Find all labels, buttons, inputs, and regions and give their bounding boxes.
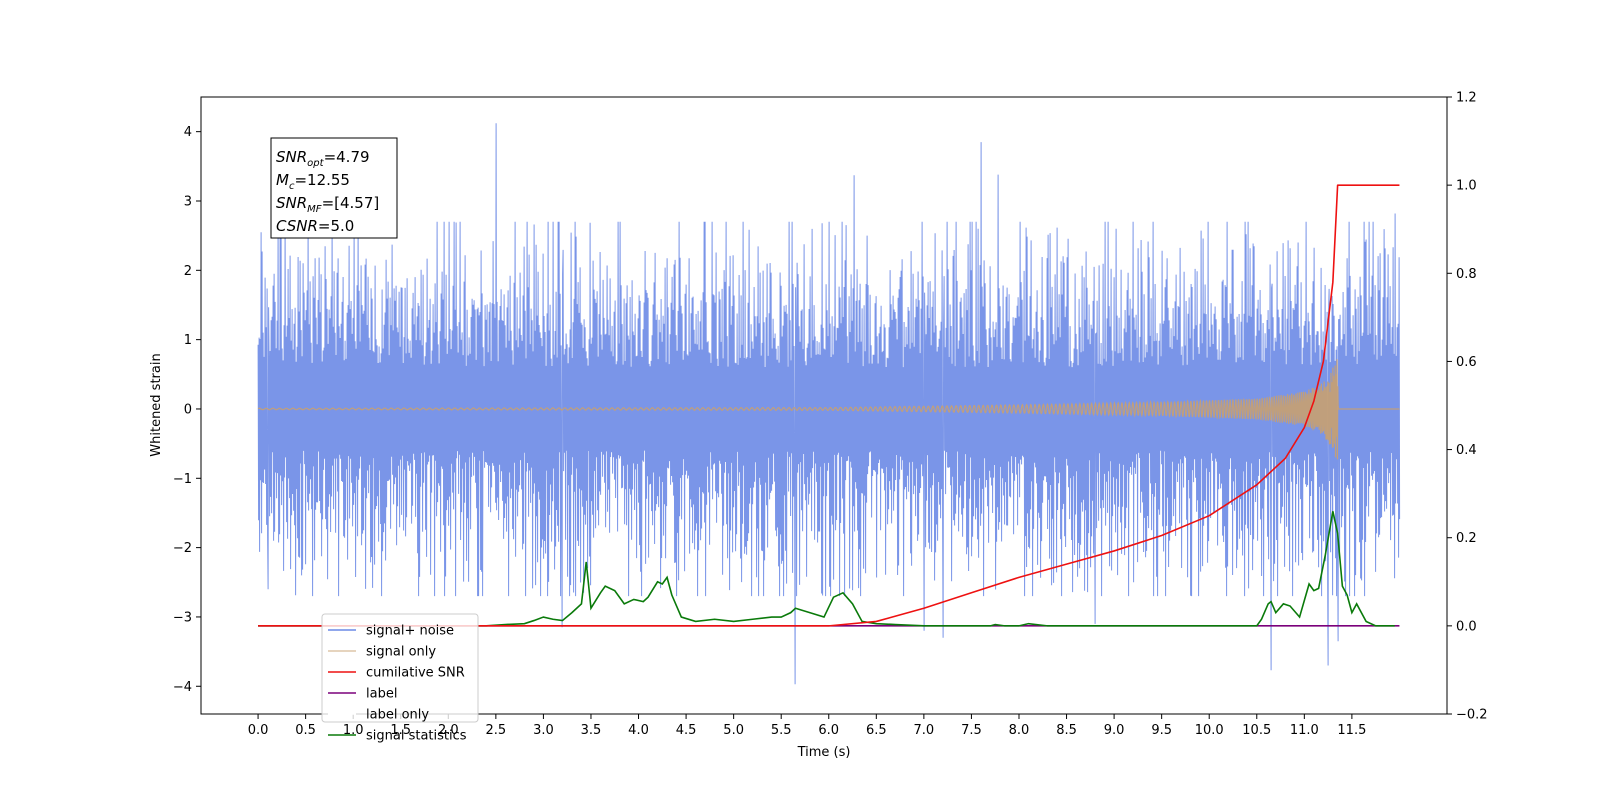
y2-tick-label: 0.0 xyxy=(1456,619,1477,634)
y2-tick-label: −0.2 xyxy=(1456,708,1488,723)
annotation-symbol: M xyxy=(276,171,289,189)
annotation-value: =5.0 xyxy=(318,217,354,235)
x-tick-label: 8.5 xyxy=(1056,723,1077,738)
annotation-symbol: SNR xyxy=(276,148,307,166)
y-tick-label: 0 xyxy=(184,402,192,417)
y-tick-label: 4 xyxy=(184,125,192,140)
x-tick-label: 7.0 xyxy=(914,723,935,738)
x-tick-label: 11.0 xyxy=(1290,723,1319,738)
legend: signal+ noise signal only cumilative SNR la… xyxy=(321,613,479,744)
y2-tick-label: 0.6 xyxy=(1456,355,1477,370)
x-tick-label: 0.0 xyxy=(248,723,269,738)
x-tick-label: 2.5 xyxy=(486,723,507,738)
y2-tick-label: 0.2 xyxy=(1456,531,1477,546)
legend-entry: label xyxy=(366,687,397,702)
x-tick-label: 10.5 xyxy=(1242,723,1271,738)
x-tick-label: 2.0 xyxy=(438,723,459,738)
x-axis: 0.0 0.5 1.0 1.5 2.0 2.5 3.0 3.5 4.0 4.5 5.0 5.5 6.0 6… xyxy=(248,714,1366,738)
y2-tick-label: 0.8 xyxy=(1456,267,1477,282)
x-tick-label: 0.5 xyxy=(295,723,316,738)
x-tick-label: 3.0 xyxy=(533,723,554,738)
series-signal-noise xyxy=(257,123,1401,685)
x-tick-label: 10.0 xyxy=(1195,723,1224,738)
x-tick-label: 3.5 xyxy=(581,723,602,738)
x-tick-label: 8.0 xyxy=(1009,723,1030,738)
y-tick-label: 3 xyxy=(184,194,192,209)
legend-entry: signal only xyxy=(366,645,436,660)
x-axis-label: Time (s) xyxy=(797,745,851,760)
legend-entry: signal+ noise xyxy=(366,624,454,639)
annotation-subscript: opt xyxy=(307,158,324,169)
annotation-line: CSNR=5.0 xyxy=(276,217,354,235)
y-axis-right: −0.2 0.0 0.2 0.4 0.6 0.8 1.0 1.2 xyxy=(1447,91,1488,723)
x-tick-label: 9.0 xyxy=(1104,723,1125,738)
annotation-symbol: SNR xyxy=(276,194,307,212)
y-tick-label: −3 xyxy=(173,610,192,625)
series-signal-statistics xyxy=(258,511,1395,627)
y-axis-label: Whitened strain xyxy=(149,353,164,456)
x-tick-label: 4.0 xyxy=(628,723,649,738)
x-tick-label: 9.5 xyxy=(1151,723,1172,738)
y-tick-label: 2 xyxy=(184,264,192,279)
annotation-line: Mc=12.55 xyxy=(276,171,350,192)
y-axis-left: −4 −3 −2 −1 0 1 2 3 4 xyxy=(173,125,201,695)
x-tick-label: 6.5 xyxy=(866,723,887,738)
x-tick-label: 11.5 xyxy=(1337,723,1366,738)
legend-entry: label only xyxy=(366,708,429,723)
legend-entry: cumilative SNR xyxy=(366,666,465,681)
annotation-symbol: CSNR xyxy=(276,217,318,235)
y-tick-label: −2 xyxy=(173,541,192,556)
y2-tick-label: 1.2 xyxy=(1456,91,1477,106)
annotation-value: =[4.57] xyxy=(322,194,380,212)
y-tick-label: −1 xyxy=(173,472,192,487)
annotation-subscript: MF xyxy=(307,204,322,215)
plot-area xyxy=(257,123,1401,685)
y2-tick-label: 1.0 xyxy=(1456,179,1477,194)
series-signal-only xyxy=(257,359,1400,460)
axes-frame xyxy=(200,96,1448,715)
x-tick-label: 5.5 xyxy=(771,723,792,738)
series-cumulative-snr xyxy=(258,184,1400,627)
annotation-subscript: c xyxy=(289,181,295,192)
annotation-line: SNRopt=4.79 xyxy=(276,148,370,169)
x-tick-label: 5.0 xyxy=(723,723,744,738)
annotation-value: =4.79 xyxy=(324,148,370,166)
x-tick-label: 7.5 xyxy=(961,723,982,738)
y-tick-label: −4 xyxy=(173,680,192,695)
x-tick-label: 6.0 xyxy=(818,723,839,738)
x-tick-label: 4.5 xyxy=(676,723,697,738)
y-tick-label: 1 xyxy=(184,333,192,348)
x-tick-label: 1.5 xyxy=(390,723,411,738)
annotation-line: SNRMF=[4.57] xyxy=(276,194,379,215)
legend-entry: signal statistics xyxy=(366,729,467,744)
y2-tick-label: 0.4 xyxy=(1456,443,1477,458)
annotation-value: =12.55 xyxy=(294,171,350,189)
